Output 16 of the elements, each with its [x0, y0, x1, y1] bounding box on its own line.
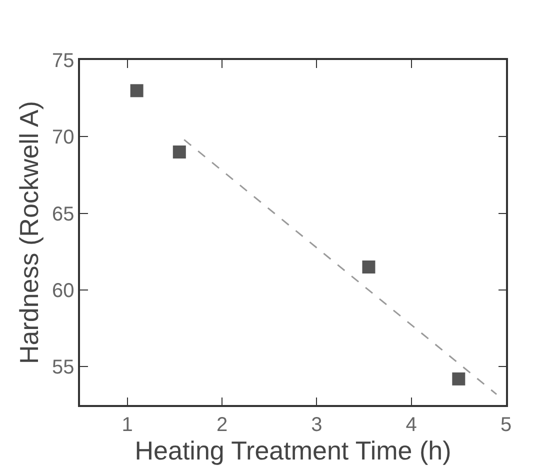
- point: [130, 84, 144, 98]
- point: [452, 372, 466, 386]
- x-tick-label: 3: [311, 414, 322, 436]
- y-tick-label: 70: [52, 126, 74, 149]
- y-tick-label: 65: [52, 203, 74, 226]
- y-tick-label: 75: [52, 50, 74, 72]
- y-tick-label: 55: [52, 356, 74, 379]
- y-axis-title: Hardness (Rockwell A): [14, 101, 44, 364]
- x-axis-title: Heating Treatment Time (h): [134, 436, 452, 466]
- point: [172, 146, 186, 158]
- x-tick-label: 2: [216, 414, 228, 436]
- x-tick-label: 1: [122, 414, 133, 436]
- x-tick-label: 5: [500, 414, 512, 436]
- y-tick-label: 60: [52, 280, 74, 302]
- point: [362, 260, 376, 274]
- x-tick-label: 4: [406, 414, 417, 436]
